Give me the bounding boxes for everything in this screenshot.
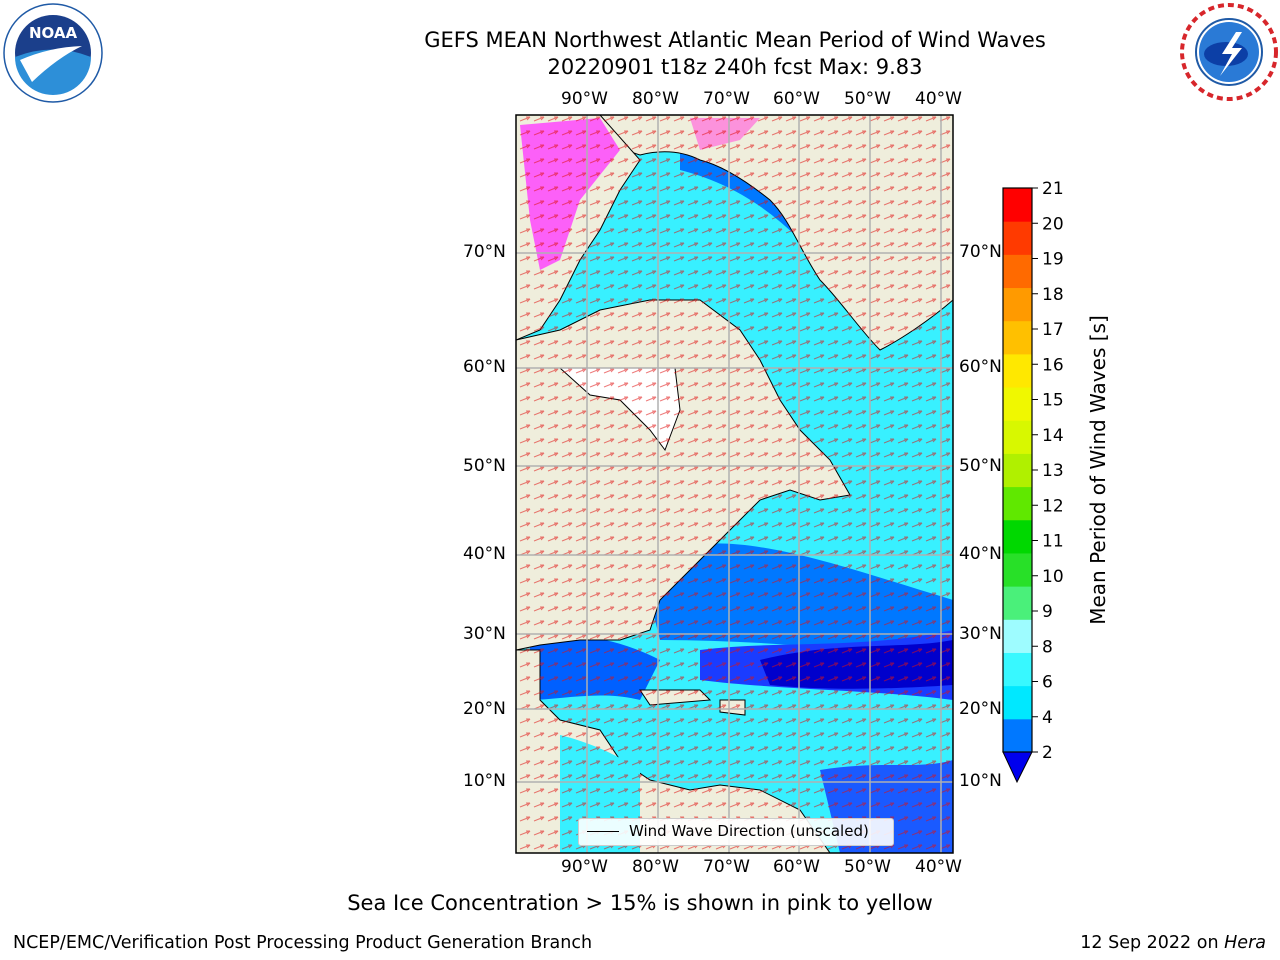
lat-label-left: 40°N (463, 544, 506, 564)
colorbar-tick-label: 8 (1042, 637, 1053, 657)
chart-title-line2: 20220901 t18z 240h fcst Max: 9.83 (547, 55, 923, 79)
colorbar-segment (1003, 685, 1032, 720)
map-frame (515, 114, 954, 854)
colorbar-segment (1003, 254, 1032, 289)
colorbar-segment (1003, 188, 1032, 222)
lat-label-left: 20°N (463, 699, 506, 719)
lat-label-left: 70°N (463, 242, 506, 262)
colorbar-tick-label: 19 (1042, 250, 1064, 270)
lon-label-bottom: 80°W (632, 857, 679, 877)
colorbar-tick-label: 14 (1042, 426, 1064, 446)
lon-label-top: 80°W (632, 89, 679, 109)
colorbar-under-arrow (1002, 751, 1033, 784)
legend-label: Wind Wave Direction (unscaled) (629, 822, 869, 840)
lat-label-left: 10°N (463, 771, 506, 791)
colorbar-tick-label: 13 (1042, 461, 1064, 481)
lon-label-top: 90°W (561, 89, 608, 109)
colorbar-segment (1003, 586, 1032, 620)
lon-label-bottom: 40°W (915, 857, 962, 877)
lon-label-top: 60°W (773, 89, 820, 109)
colorbar-tick-label: 17 (1042, 320, 1064, 340)
colorbar-segment (1003, 552, 1032, 587)
colorbar-segment (1003, 287, 1032, 322)
chart-title-line1: GEFS MEAN Northwest Atlantic Mean Period… (424, 28, 1046, 52)
colorbar-segment (1003, 420, 1032, 454)
colorbar-tick-label: 11 (1042, 532, 1064, 552)
colorbar-tick-label: 4 (1042, 708, 1053, 728)
colorbar-segment (1003, 486, 1032, 521)
colorbar-segment (1003, 453, 1032, 488)
colorbar-segment (1003, 221, 1032, 255)
lon-label-bottom: 90°W (561, 857, 608, 877)
footer-host: Hera (1224, 933, 1266, 953)
map-gridlines (516, 115, 953, 853)
lat-label-right: 50°N (959, 456, 1002, 476)
lat-label-right: 60°N (959, 357, 1002, 377)
footer-branch: NCEP/EMC/Verification Post Processing Pr… (13, 933, 593, 953)
lat-label-right: 40°N (959, 544, 1002, 564)
lat-label-right: 70°N (959, 242, 1002, 262)
colorbar-segment (1003, 718, 1032, 753)
lon-label-top: 50°W (844, 89, 891, 109)
footer-date-text: 12 Sep 2022 on (1080, 933, 1219, 953)
colorbar-label: Mean Period of Wind Waves [s] (1086, 315, 1110, 625)
noaa-logo-icon: NOAA (3, 3, 103, 103)
lon-label-bottom: 70°W (703, 857, 750, 877)
lon-label-top: 70°W (703, 89, 750, 109)
lat-label-left: 50°N (463, 456, 506, 476)
colorbar-tick-label: 6 (1042, 673, 1053, 693)
lat-label-right: 30°N (959, 624, 1002, 644)
colorbar-tick-label: 16 (1042, 355, 1064, 375)
footer-date: 12 Sep 2022 on Hera (1080, 933, 1266, 953)
colorbar-tick-label: 18 (1042, 285, 1064, 305)
colorbar-tick-label: 20 (1042, 214, 1064, 234)
sea-ice-caption: Sea Ice Concentration > 15% is shown in … (347, 891, 933, 915)
colorbar-tick-label: 21 (1042, 179, 1064, 199)
noaa-logo-text: NOAA (29, 24, 78, 42)
legend-line-icon (587, 831, 619, 832)
colorbar-segment (1003, 652, 1032, 687)
lon-label-bottom: 60°W (773, 857, 820, 877)
colorbar-segment (1003, 519, 1032, 554)
lat-label-left: 60°N (463, 357, 506, 377)
colorbar-tick-label: 15 (1042, 391, 1064, 411)
lat-label-right: 10°N (959, 771, 1002, 791)
colorbar-tick-label: 10 (1042, 567, 1064, 587)
colorbar-segment (1003, 387, 1032, 421)
lat-label-left: 30°N (463, 624, 506, 644)
lat-label-right: 20°N (959, 699, 1002, 719)
nws-logo-icon (1180, 3, 1278, 101)
colorbar-tick-label: 12 (1042, 496, 1064, 516)
lon-label-top: 40°W (915, 89, 962, 109)
colorbar-tick-label: 9 (1042, 602, 1053, 622)
colorbar-segment (1003, 320, 1032, 355)
lon-label-bottom: 50°W (844, 857, 891, 877)
colorbar-tick-label: 2 (1042, 743, 1053, 763)
colorbar-segment (1003, 353, 1032, 388)
map-legend: Wind Wave Direction (unscaled) (578, 818, 894, 846)
colorbar-segment (1003, 619, 1032, 653)
